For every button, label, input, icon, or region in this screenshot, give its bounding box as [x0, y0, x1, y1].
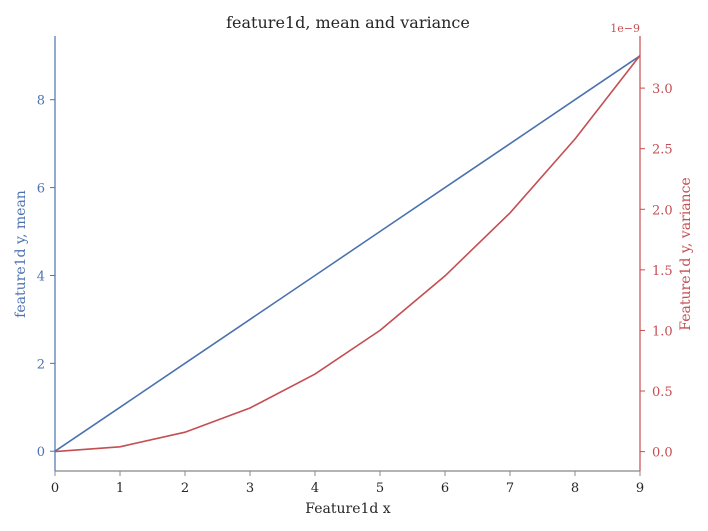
y-right-tick-label: 2.0	[652, 203, 673, 218]
y-right-tick-label: 1.0	[652, 324, 673, 339]
y-right-tick-label: 0.5	[652, 385, 673, 400]
x-tick-label: 8	[571, 481, 579, 496]
chart-title: feature1d, mean and variance	[226, 13, 470, 32]
y-left-tick-label: 8	[37, 94, 45, 109]
x-tick-label: 3	[246, 481, 254, 496]
x-tick-label: 1	[116, 481, 124, 496]
y-left-tick-label: 6	[37, 182, 45, 197]
offset-label: 1e−9	[610, 22, 640, 35]
y-right-tick-label: 2.5	[652, 143, 673, 158]
y-right-tick-label: 3.0	[652, 82, 673, 97]
y-left-tick-label: 0	[37, 445, 45, 460]
x-tick-label: 9	[636, 481, 644, 496]
y-left-tick-label: 4	[37, 269, 45, 284]
series-lines	[54, 54, 641, 453]
x-tick-label: 7	[506, 481, 514, 496]
x-tick-label: 4	[311, 481, 319, 496]
series-line-mean	[54, 55, 641, 452]
axes	[54, 36, 641, 472]
y-axis-left-label: feature1d y, mean	[13, 190, 29, 318]
y-right-tick-label: 0.0	[652, 446, 673, 461]
series-line-variance	[54, 54, 641, 453]
y-right-tick-label: 1.5	[652, 264, 673, 279]
x-tick-label: 0	[51, 481, 59, 496]
x-tick-label: 2	[181, 481, 189, 496]
y-left-tick-label: 2	[37, 357, 45, 372]
x-axis-label: Feature1d x	[305, 501, 391, 517]
x-tick-label: 5	[376, 481, 384, 496]
y-axis-right-label: Feature1d y, variance	[678, 177, 694, 330]
ticks: 0 1 2 3 4 5 6 7 8 9 0 2 4 6 8 0.0 0.5 1.0 1.5 2.0 2.5 3.0	[37, 82, 673, 496]
x-tick-label: 6	[441, 481, 449, 496]
